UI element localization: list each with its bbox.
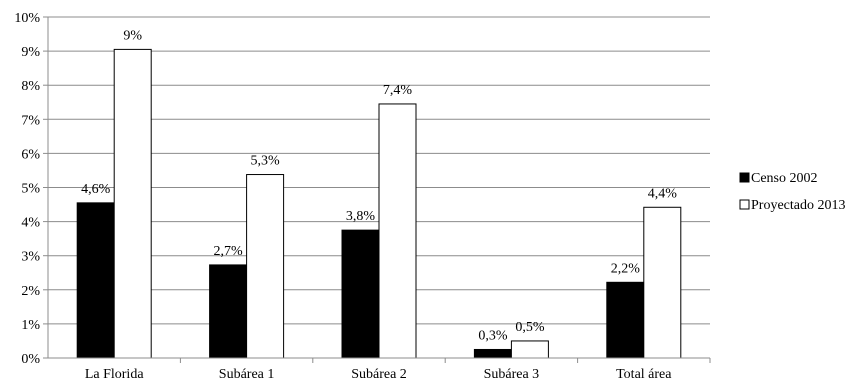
data-label: 0,5% [515, 320, 545, 335]
bar-censo-2002 [341, 229, 380, 359]
bar-censo-2002 [473, 348, 512, 359]
category-label: Total área [616, 367, 672, 382]
legend-label: Censo 2002 [751, 171, 818, 186]
data-label: 9% [123, 28, 142, 43]
bar-censo-2002 [209, 264, 248, 359]
legend-swatch [739, 172, 750, 183]
y-tick-label: 10% [14, 11, 40, 26]
y-axis-ticks: 0% 1% 2% 3% 4% 5% 6% 7% 8% 9% 10% [14, 11, 48, 367]
legend: Censo 2002 Proyectado 2013 [739, 171, 845, 213]
legend-swatch [739, 199, 750, 210]
y-tick-label: 8% [21, 79, 40, 94]
x-axis-categories: La Florida Subárea 1 Subárea 2 Subárea 3 Tot… [85, 367, 672, 382]
y-tick-label: 7% [21, 113, 40, 128]
data-label: 4,6% [81, 182, 111, 197]
category-label: La Florida [85, 367, 144, 382]
y-tick-label: 9% [21, 45, 40, 60]
y-tick-label: 2% [21, 284, 40, 299]
bar-censo-2002 [606, 281, 645, 359]
y-tick-label: 5% [21, 182, 40, 197]
y-tick-label: 4% [21, 216, 40, 231]
category-label: Subárea 3 [484, 367, 540, 382]
data-label: 3,8% [346, 209, 376, 224]
category-label: Subárea 2 [351, 367, 407, 382]
data-label: 2,7% [214, 244, 244, 259]
data-label: 5,3% [251, 154, 281, 169]
y-tick-label: 3% [21, 250, 40, 265]
bar-proyectado-2013 [378, 103, 417, 359]
bar-proyectado-2013 [643, 206, 682, 359]
bars [76, 48, 682, 359]
legend-label: Proyectado 2013 [751, 198, 845, 213]
data-label: 2,2% [611, 261, 641, 276]
data-label: 7,4% [383, 83, 413, 98]
y-tick-label: 0% [21, 352, 40, 367]
axes [47, 17, 711, 363]
bar-proyectado-2013 [510, 340, 549, 359]
data-label: 4,4% [648, 186, 678, 201]
bar-censo-2002 [76, 202, 115, 359]
bar-proyectado-2013 [113, 48, 152, 359]
category-label: Subárea 1 [219, 367, 275, 382]
data-label: 0,3% [478, 328, 508, 343]
bar-proyectado-2013 [246, 174, 285, 359]
y-tick-label: 1% [21, 318, 40, 333]
y-tick-label: 6% [21, 147, 40, 162]
data-labels: 4,6% 9% 2,7% 5,3% 3,8% 7,4% 0,3% 0,5% 2,2% 4,4% [81, 28, 677, 343]
